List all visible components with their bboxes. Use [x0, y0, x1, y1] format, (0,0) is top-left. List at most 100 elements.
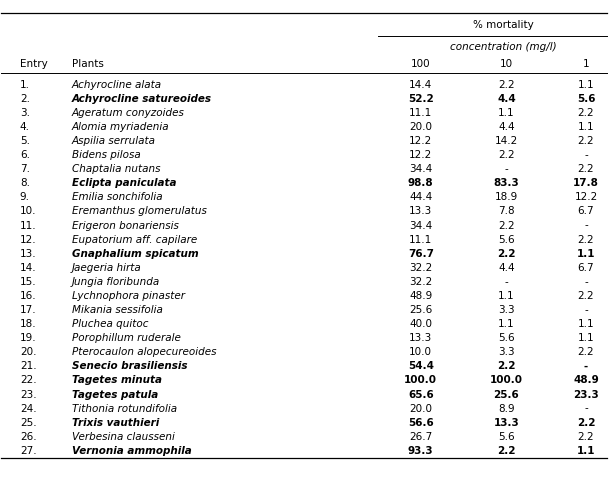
- Text: 12.2: 12.2: [409, 150, 432, 160]
- Text: -: -: [584, 150, 588, 160]
- Text: 1: 1: [583, 60, 589, 70]
- Text: Vernonia ammophila: Vernonia ammophila: [72, 446, 191, 456]
- Text: 7.: 7.: [20, 164, 30, 174]
- Text: 48.9: 48.9: [409, 291, 432, 301]
- Text: 23.: 23.: [20, 389, 36, 399]
- Text: 26.: 26.: [20, 432, 36, 442]
- Text: 11.: 11.: [20, 221, 36, 230]
- Text: 4.4: 4.4: [498, 263, 515, 273]
- Text: 4.: 4.: [20, 122, 30, 132]
- Text: 5.6: 5.6: [498, 333, 515, 343]
- Text: 5.: 5.: [20, 136, 30, 146]
- Text: 1.1: 1.1: [577, 80, 594, 90]
- Text: 16.: 16.: [20, 291, 36, 301]
- Text: 5.6: 5.6: [577, 94, 595, 104]
- Text: Verbesina clausseni: Verbesina clausseni: [72, 432, 175, 442]
- Text: 3.3: 3.3: [498, 305, 515, 315]
- Text: -: -: [584, 277, 588, 287]
- Text: 25.6: 25.6: [494, 389, 519, 399]
- Text: Plants: Plants: [72, 60, 104, 70]
- Text: 1.: 1.: [20, 80, 30, 90]
- Text: 56.6: 56.6: [408, 418, 434, 428]
- Text: Jaegeria hirta: Jaegeria hirta: [72, 263, 141, 273]
- Text: Pluchea quitoc: Pluchea quitoc: [72, 319, 148, 329]
- Text: Tagetes patula: Tagetes patula: [72, 389, 158, 399]
- Text: Porophillum ruderale: Porophillum ruderale: [72, 333, 181, 343]
- Text: Tagetes minuta: Tagetes minuta: [72, 375, 162, 385]
- Text: 9.: 9.: [20, 192, 30, 203]
- Text: 20.0: 20.0: [409, 404, 432, 414]
- Text: 8.9: 8.9: [498, 404, 515, 414]
- Text: 8.: 8.: [20, 179, 30, 188]
- Text: 48.9: 48.9: [573, 375, 599, 385]
- Text: Aspilia serrulata: Aspilia serrulata: [72, 136, 156, 146]
- Text: 100.0: 100.0: [490, 375, 523, 385]
- Text: 22.: 22.: [20, 375, 36, 385]
- Text: 93.3: 93.3: [408, 446, 434, 456]
- Text: 10.: 10.: [20, 206, 36, 216]
- Text: -: -: [584, 221, 588, 230]
- Text: 10.0: 10.0: [409, 347, 432, 357]
- Text: 52.2: 52.2: [408, 94, 434, 104]
- Text: Entry: Entry: [20, 60, 47, 70]
- Text: 21.: 21.: [20, 361, 36, 372]
- Text: 2.: 2.: [20, 94, 30, 104]
- Text: 98.8: 98.8: [408, 179, 434, 188]
- Text: Gnaphalium spicatum: Gnaphalium spicatum: [72, 249, 199, 259]
- Text: 15.: 15.: [20, 277, 36, 287]
- Text: Trixis vauthieri: Trixis vauthieri: [72, 418, 159, 428]
- Text: Ageratum conyzoides: Ageratum conyzoides: [72, 108, 184, 118]
- Text: 4.4: 4.4: [498, 122, 515, 132]
- Text: 2.2: 2.2: [497, 249, 516, 259]
- Text: Eclipta paniculata: Eclipta paniculata: [72, 179, 177, 188]
- Text: -: -: [584, 404, 588, 414]
- Text: 20.: 20.: [20, 347, 36, 357]
- Text: 6.7: 6.7: [577, 263, 594, 273]
- Text: 2.2: 2.2: [577, 136, 594, 146]
- Text: 26.7: 26.7: [409, 432, 432, 442]
- Text: 2.2: 2.2: [498, 221, 515, 230]
- Text: 17.: 17.: [20, 305, 36, 315]
- Text: -: -: [584, 361, 588, 372]
- Text: 25.: 25.: [20, 418, 36, 428]
- Text: 14.4: 14.4: [409, 80, 432, 90]
- Text: 76.7: 76.7: [408, 249, 434, 259]
- Text: 32.2: 32.2: [409, 263, 432, 273]
- Text: 2.2: 2.2: [577, 347, 594, 357]
- Text: Pterocaulon alopecureoides: Pterocaulon alopecureoides: [72, 347, 216, 357]
- Text: 14.: 14.: [20, 263, 36, 273]
- Text: 32.2: 32.2: [409, 277, 432, 287]
- Text: 1.1: 1.1: [498, 291, 515, 301]
- Text: 2.2: 2.2: [577, 418, 595, 428]
- Text: 44.4: 44.4: [409, 192, 432, 203]
- Text: 18.: 18.: [20, 319, 36, 329]
- Text: Jungia floribunda: Jungia floribunda: [72, 277, 160, 287]
- Text: 5.6: 5.6: [498, 235, 515, 245]
- Text: 1.1: 1.1: [577, 446, 595, 456]
- Text: Eupatorium aff. capilare: Eupatorium aff. capilare: [72, 235, 197, 245]
- Text: -: -: [504, 164, 509, 174]
- Text: 20.0: 20.0: [409, 122, 432, 132]
- Text: 11.1: 11.1: [409, 235, 432, 245]
- Text: Eremanthus glomerulatus: Eremanthus glomerulatus: [72, 206, 207, 216]
- Text: Erigeron bonariensis: Erigeron bonariensis: [72, 221, 179, 230]
- Text: 7.8: 7.8: [498, 206, 515, 216]
- Text: Alomia myriadenia: Alomia myriadenia: [72, 122, 169, 132]
- Text: Bidens pilosa: Bidens pilosa: [72, 150, 141, 160]
- Text: 12.: 12.: [20, 235, 36, 245]
- Text: 12.2: 12.2: [574, 192, 598, 203]
- Text: 11.1: 11.1: [409, 108, 432, 118]
- Text: 1.1: 1.1: [577, 249, 595, 259]
- Text: 100: 100: [411, 60, 430, 70]
- Text: Mikania sessifolia: Mikania sessifolia: [72, 305, 163, 315]
- Text: 2.2: 2.2: [498, 150, 515, 160]
- Text: 54.4: 54.4: [408, 361, 434, 372]
- Text: Lychnophora pinaster: Lychnophora pinaster: [72, 291, 184, 301]
- Text: 2.2: 2.2: [577, 235, 594, 245]
- Text: 2.2: 2.2: [577, 108, 594, 118]
- Text: 5.6: 5.6: [498, 432, 515, 442]
- Text: Achyrocline alata: Achyrocline alata: [72, 80, 162, 90]
- Text: 34.4: 34.4: [409, 221, 432, 230]
- Text: 4.4: 4.4: [497, 94, 516, 104]
- Text: 2.2: 2.2: [498, 80, 515, 90]
